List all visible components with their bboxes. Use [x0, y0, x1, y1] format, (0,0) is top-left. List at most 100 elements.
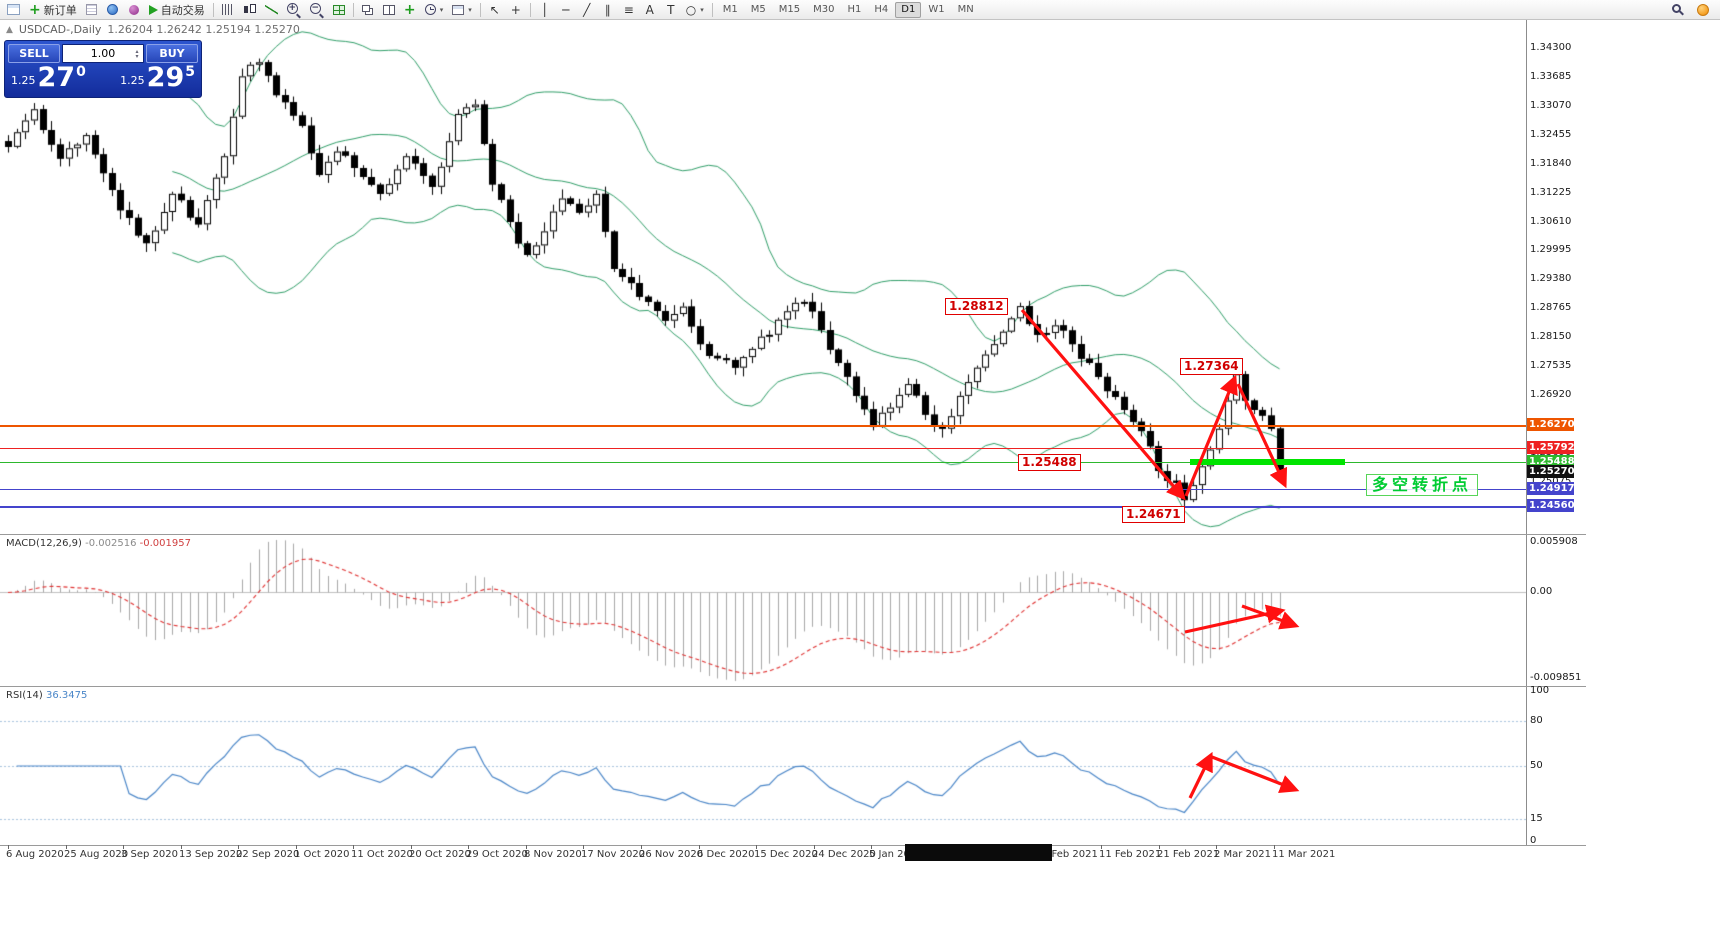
collapse-panel-arrow[interactable]: ▲ [6, 24, 13, 35]
price-scale-tick: 1.25075 [1530, 477, 1571, 487]
horizontal-level-line[interactable] [0, 448, 1526, 449]
new-order-button[interactable]: + 新订单 [25, 1, 81, 19]
indicator-plus-icon: + [403, 1, 416, 18]
horizontal-level-line[interactable] [0, 425, 1526, 427]
time-axis-tick [123, 845, 124, 849]
templates-button[interactable]: ▾ [448, 1, 476, 19]
tile-windows-button[interactable] [329, 1, 349, 19]
horizontal-level-line[interactable] [0, 489, 1526, 490]
ohlc-values: 1.26204 1.26242 1.25194 1.25270 [107, 23, 300, 36]
vertical-line-tool-button[interactable]: │ [535, 1, 555, 19]
record-button[interactable] [124, 1, 144, 19]
text-tool-button[interactable]: A [640, 1, 660, 19]
ask-prefix: 1.25 [120, 74, 145, 87]
price-scale-tick: 1.34300 [1530, 42, 1572, 53]
cursor-icon: ↖ [489, 2, 500, 17]
timeframe-m1[interactable]: M1 [722, 4, 738, 15]
trendline-tool-button[interactable]: ╱ [577, 1, 597, 19]
crosshair-tool-button[interactable]: + [506, 1, 526, 19]
timeframe-mn[interactable]: MN [957, 4, 974, 15]
time-axis-label: 3 Sep 2020 [121, 849, 179, 860]
spin-up-icon[interactable]: ▴ [135, 47, 139, 55]
fibonacci-tool-button[interactable]: ≡ [619, 1, 639, 19]
macd-signal-value: -0.001957 [139, 538, 191, 549]
buy-button[interactable]: BUY [146, 44, 198, 63]
sell-button[interactable]: SELL [8, 44, 60, 63]
label-tool-button[interactable]: T [661, 1, 681, 19]
horizontal-level-line[interactable] [0, 506, 1526, 508]
autotrading-button[interactable]: 自动交易 [145, 1, 209, 19]
chart-title: ▲ USDCAD-,Daily 1.26204 1.26242 1.25194 … [6, 23, 300, 36]
price-scale-tick: 1.28150 [1530, 331, 1572, 342]
search-button[interactable] [1668, 1, 1689, 19]
volume-spinner[interactable]: ▴ ▾ [132, 45, 142, 62]
macd-indicator-canvas[interactable] [0, 535, 1526, 686]
line-chart-mode-button[interactable] [261, 1, 282, 19]
notifications-button[interactable] [1693, 1, 1713, 19]
time-axis-label: 15 Dec 2020 [754, 849, 818, 860]
rsi-scale-value: 0 [1530, 835, 1537, 846]
macd-main-value: -0.002516 [85, 538, 137, 549]
time-axis-label: 25 Aug 2020 [64, 849, 129, 860]
support-zone-highlight[interactable] [1190, 459, 1345, 465]
time-axis-label: 11 Feb 2021 [1099, 849, 1162, 860]
orange-dot-icon [1697, 3, 1709, 16]
print-button[interactable] [82, 1, 102, 19]
price-scale-tick: 1.32455 [1530, 129, 1572, 140]
community-button[interactable] [103, 1, 123, 19]
price-tag: 1.25792 [1527, 441, 1575, 454]
toolbar-separator [711, 2, 713, 17]
rsi-indicator-canvas[interactable] [0, 687, 1526, 845]
macd-scale-value: 0.005908 [1530, 536, 1578, 547]
main-chart-canvas[interactable] [0, 20, 1526, 534]
horizontal-line-tool-button[interactable]: ─ [556, 1, 576, 19]
price-annotation: 1.28812 [945, 298, 1008, 315]
timeframe-h4[interactable]: H4 [874, 4, 889, 15]
time-axis-label: 11 Oct 2020 [351, 849, 413, 860]
autotrading-button-label: 自动交易 [160, 3, 205, 17]
shapes-tool-button[interactable]: ○ ▾ [682, 1, 708, 19]
timeframe-h1[interactable]: H1 [847, 4, 862, 15]
horizontal-level-line[interactable] [0, 462, 1526, 463]
timeframe-d1[interactable]: D1 [895, 1, 922, 18]
ask-price: 1.25 29 5 [120, 64, 195, 91]
zoom-out-icon: − [309, 2, 324, 17]
cursor-tool-button[interactable]: ↖ [485, 1, 505, 19]
macd-label: MACD(12,26,9) -0.002516 -0.001957 [6, 538, 191, 549]
zoom-in-button[interactable]: + [283, 1, 305, 19]
channel-tool-button[interactable]: ∥ [598, 1, 618, 19]
arrange-windows-button[interactable] [379, 1, 399, 19]
panel-separator[interactable] [0, 686, 1586, 687]
bar-chart-mode-button[interactable] [218, 1, 238, 19]
timeframe-m5[interactable]: M5 [750, 4, 766, 15]
timeframe-m30[interactable]: M30 [813, 4, 835, 15]
record-icon [128, 4, 139, 15]
price-scale-tick: 1.29380 [1530, 273, 1572, 284]
panel-separator[interactable] [0, 534, 1586, 535]
template-icon [452, 4, 465, 15]
time-axis-label: 6 Dec 2020 [697, 849, 755, 860]
time-axis-label: 6 Aug 2020 [6, 849, 64, 860]
timeframe-m15[interactable]: M15 [778, 4, 801, 15]
spin-down-icon[interactable]: ▾ [135, 52, 139, 60]
time-axis-label: 2 Feb 2021 [1042, 849, 1098, 860]
volume-input[interactable]: 1.00 ▴ ▾ [62, 44, 144, 63]
indicators-button[interactable]: + [400, 1, 420, 19]
price-tag: 1.25488 [1527, 455, 1575, 468]
channel-icon: ∥ [604, 2, 611, 17]
periods-button[interactable]: ▾ [421, 1, 448, 19]
zoom-out-button[interactable]: − [306, 1, 328, 19]
price-scale-border [1526, 20, 1527, 845]
time-axis-label: 20 Oct 2020 [409, 849, 471, 860]
price-tag: 1.26270 [1527, 418, 1575, 431]
chart-window-button[interactable] [3, 1, 24, 19]
candlestick-mode-button[interactable] [239, 1, 260, 19]
price-scale-tick: 1.29995 [1530, 244, 1572, 255]
cascade-windows-button[interactable] [358, 1, 378, 19]
horizontal-line-icon: ─ [562, 2, 570, 17]
bid-pips: 27 [37, 62, 76, 93]
timeframe-w1[interactable]: W1 [928, 4, 945, 15]
macd-scale-value: 0.00 [1530, 586, 1553, 597]
time-axis-tick [353, 845, 354, 849]
